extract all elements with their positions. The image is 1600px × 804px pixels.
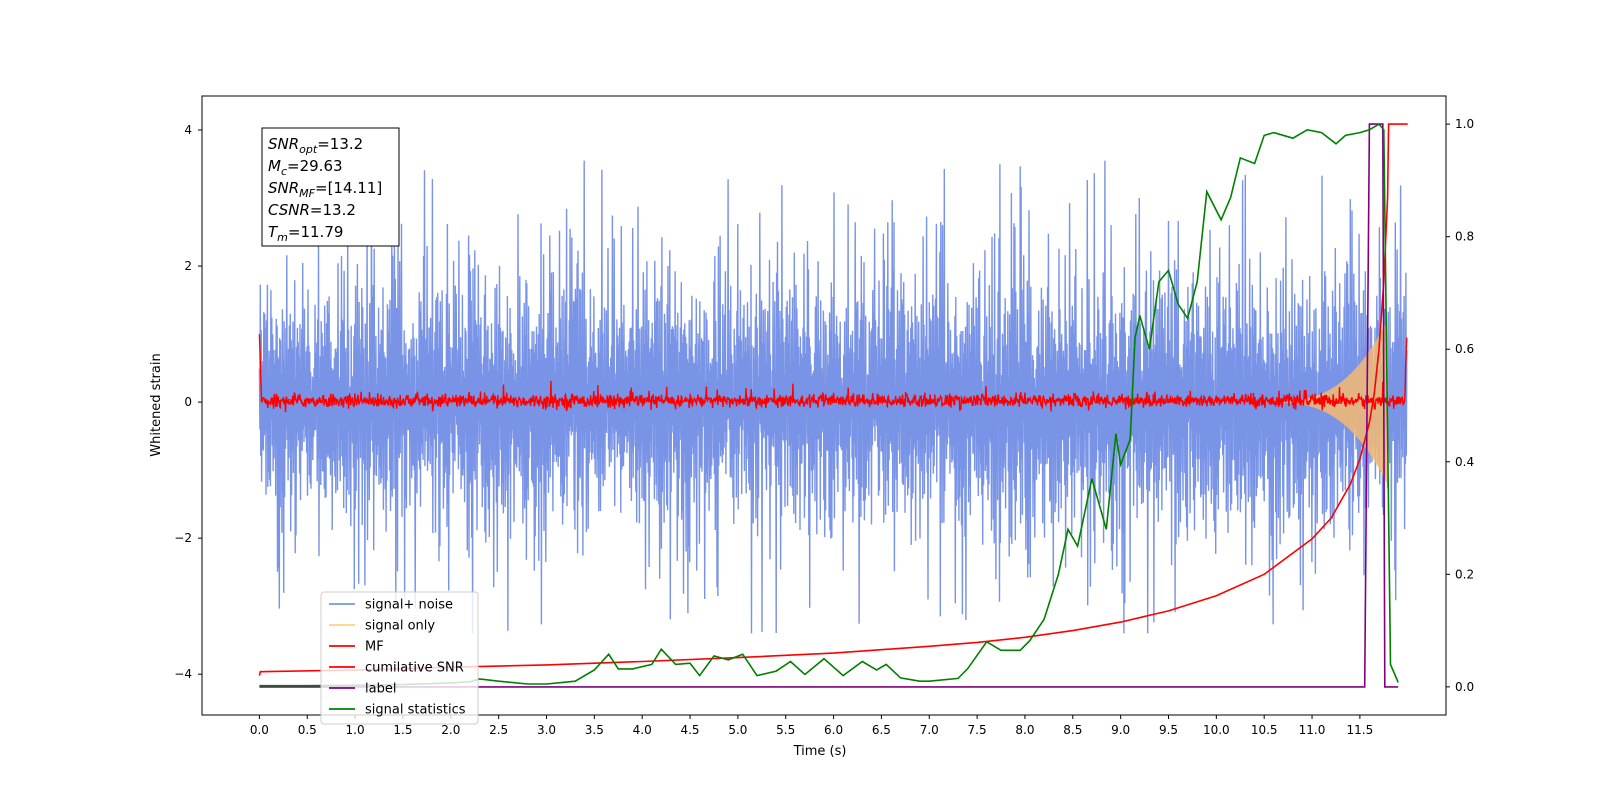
annotation-line: Tm=11.79 xyxy=(268,223,343,244)
x-tick-label: 1.5 xyxy=(393,723,412,737)
y-right-tick-label: 0.2 xyxy=(1455,567,1474,581)
x-axis-label: Time (s) xyxy=(793,744,847,759)
x-tick-label: 7.0 xyxy=(920,723,939,737)
snr-annotation-box: SNRopt=13.2Mc=29.63SNRMF=[14.11]CSNR=13.… xyxy=(261,127,400,247)
legend-label: signal only xyxy=(365,619,435,634)
x-tick-label: 5.5 xyxy=(776,723,795,737)
x-tick-label: 11.5 xyxy=(1347,723,1374,737)
legend-frame xyxy=(320,591,479,725)
legend-label: signal+ noise xyxy=(365,598,453,613)
y-right-tick-label: 0.6 xyxy=(1455,342,1474,356)
x-tick-label: 0.0 xyxy=(250,723,269,737)
data-layer xyxy=(258,123,1408,688)
annotation-line: SNRopt=13.2 xyxy=(268,135,363,156)
x-tick-label: 0.5 xyxy=(298,723,317,737)
x-tick-label: 9.5 xyxy=(1159,723,1178,737)
x-tick-label: 5.0 xyxy=(728,723,747,737)
y-right-tick-label: 0.0 xyxy=(1455,680,1474,694)
x-tick-label: 1.0 xyxy=(346,723,365,737)
axes-frame xyxy=(201,95,1447,716)
x-axis-ticks: 0.0 0.5 1.0 1.5 2.0 2.5 3.0 3.5 4.0 4.5 5.0 5.5 6.0 6… xyxy=(250,715,1373,737)
y-left-tick-label: 2 xyxy=(184,259,192,273)
x-tick-label: 3.5 xyxy=(585,723,604,737)
y-axis-left-label: Whitened strain xyxy=(149,353,164,456)
legend: signal+ noise signal only MF cumilative SNR… xyxy=(320,591,479,725)
annotation-line: SNRMF=[14.11] xyxy=(268,179,382,200)
y-axis-right-ticks: 0.0 0.2 0.4 0.6 0.8 1.0 xyxy=(1446,117,1474,694)
annotation-line: CSNR=13.2 xyxy=(268,201,356,219)
legend-label: signal statistics xyxy=(365,703,466,718)
x-tick-label: 7.5 xyxy=(968,723,987,737)
series-cumilative-snr xyxy=(258,123,1408,676)
x-tick-label: 9.0 xyxy=(1111,723,1130,737)
x-tick-label: 2.5 xyxy=(489,723,508,737)
x-tick-label: 4.0 xyxy=(633,723,652,737)
x-tick-label: 10.0 xyxy=(1203,723,1230,737)
series-signal-statistics xyxy=(259,123,1399,687)
series-label xyxy=(259,123,1399,688)
y-left-tick-label: 0 xyxy=(184,395,192,409)
y-left-tick-label: 4 xyxy=(184,123,192,137)
legend-label: cumilative SNR xyxy=(365,661,464,676)
x-tick-label: 8.0 xyxy=(1015,723,1034,737)
legend-label: label xyxy=(365,682,396,697)
x-tick-label: 2.0 xyxy=(441,723,460,737)
x-tick-label: 11.0 xyxy=(1299,723,1326,737)
x-tick-label: 4.5 xyxy=(680,723,699,737)
y-right-tick-label: 1.0 xyxy=(1455,117,1474,131)
legend-label: MF xyxy=(365,640,384,655)
y-left-tick-label: −2 xyxy=(174,531,192,545)
x-tick-label: 6.0 xyxy=(824,723,843,737)
x-tick-label: 3.0 xyxy=(537,723,556,737)
annotation-line: Mc=29.63 xyxy=(268,157,343,178)
x-tick-label: 6.5 xyxy=(872,723,891,737)
x-tick-label: 8.5 xyxy=(1063,723,1082,737)
y-right-tick-label: 0.4 xyxy=(1455,455,1474,469)
series-mf xyxy=(258,334,1408,413)
y-left-tick-label: −4 xyxy=(174,667,192,681)
annotation-frame xyxy=(261,127,400,247)
y-right-tick-label: 0.8 xyxy=(1455,230,1474,244)
y-axis-left-ticks: −4 −2 0 2 4 xyxy=(174,123,202,681)
x-tick-label: 10.5 xyxy=(1251,723,1278,737)
